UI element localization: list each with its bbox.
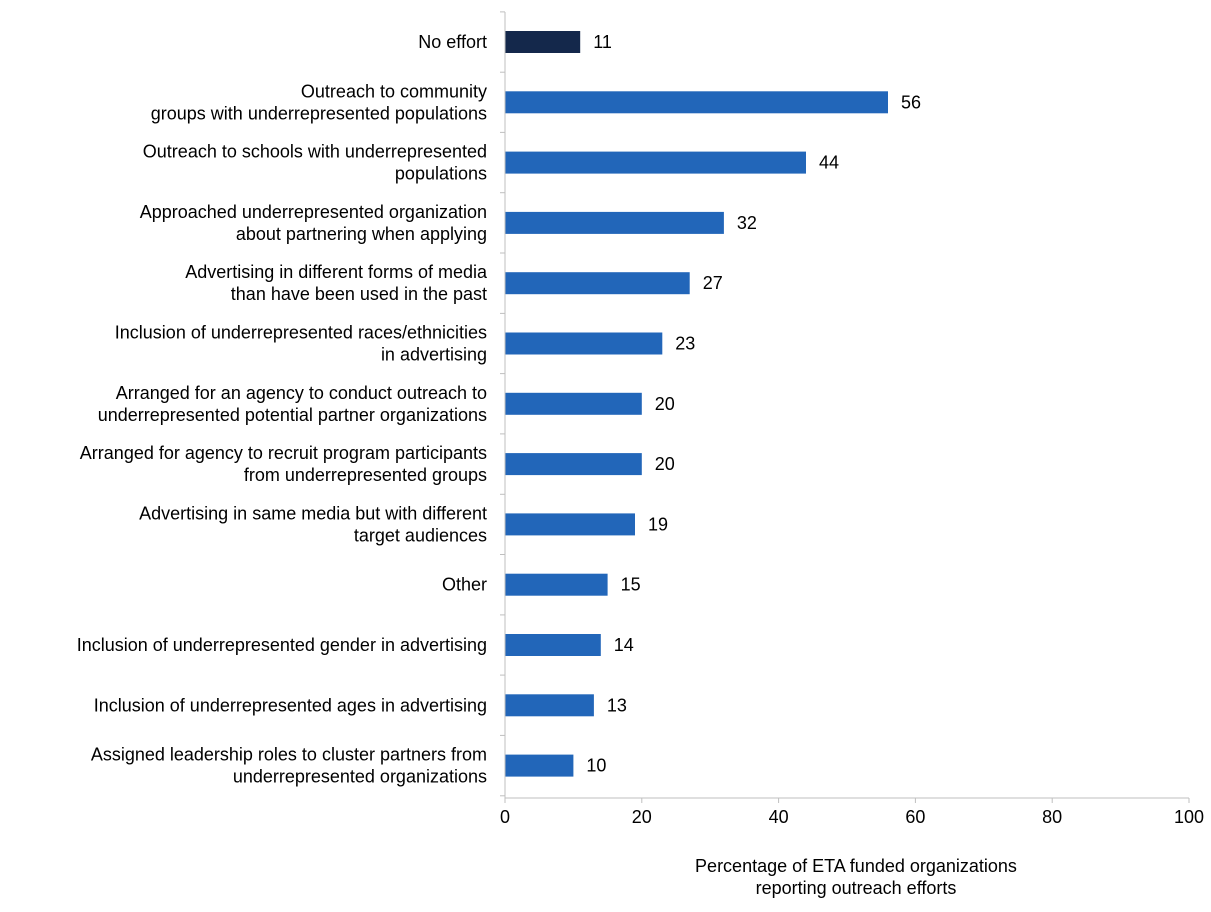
data-label: 20 bbox=[655, 454, 675, 474]
category-label: Advertising in same media but with diffe… bbox=[139, 503, 487, 523]
category-label: Inclusion of underrepresented gender in … bbox=[77, 635, 487, 655]
bar bbox=[505, 754, 574, 777]
x-axis-title: Percentage of ETA funded organizations re… bbox=[695, 856, 1017, 898]
data-label: 14 bbox=[614, 635, 634, 655]
data-label: 32 bbox=[737, 213, 757, 233]
category-label: underrepresented potential partner organ… bbox=[98, 405, 487, 425]
data-label: 56 bbox=[901, 92, 921, 112]
category-label: Arranged for agency to recruit program p… bbox=[80, 443, 487, 463]
category-label: Inclusion of underrepresented races/ethn… bbox=[115, 323, 487, 343]
category-label: Approached underrepresented organization bbox=[140, 202, 487, 222]
bars-layer bbox=[505, 31, 888, 777]
data-label: 13 bbox=[607, 695, 627, 715]
category-label: underrepresented organizations bbox=[233, 767, 487, 787]
bar bbox=[505, 91, 888, 114]
x-tick-label: 0 bbox=[500, 807, 510, 827]
data-label: 27 bbox=[703, 273, 723, 293]
bar bbox=[505, 211, 724, 234]
category-label: in advertising bbox=[381, 345, 487, 365]
x-tick-label: 40 bbox=[769, 807, 789, 827]
category-label: target audiences bbox=[354, 525, 487, 545]
data-label: 44 bbox=[819, 153, 839, 173]
bar bbox=[505, 332, 663, 355]
category-label: than have been used in the past bbox=[231, 284, 487, 304]
data-label: 19 bbox=[648, 514, 668, 534]
category-label: Outreach to schools with underrepresente… bbox=[143, 142, 487, 162]
bar bbox=[505, 513, 635, 536]
axes: 0 20 40 60 80 100 bbox=[500, 11, 1204, 827]
data-label: 15 bbox=[621, 575, 641, 595]
category-label: populations bbox=[395, 164, 487, 184]
category-label: Advertising in different forms of media bbox=[185, 262, 488, 282]
data-label: 11 bbox=[593, 32, 612, 52]
data-label: 23 bbox=[675, 334, 695, 354]
category-label: about partnering when applying bbox=[236, 224, 487, 244]
category-label: groups with underrepresented populations bbox=[151, 103, 487, 123]
bar bbox=[505, 31, 581, 53]
bar bbox=[505, 151, 806, 174]
value-labels: 11 56 44 32 27 23 20 20 19 15 14 13 10 bbox=[586, 32, 921, 776]
bar bbox=[505, 453, 642, 476]
category-label: Outreach to community bbox=[301, 81, 487, 101]
x-tick-label: 100 bbox=[1174, 807, 1204, 827]
x-axis-title-line: Percentage of ETA funded organizations bbox=[695, 856, 1017, 876]
category-label: from underrepresented groups bbox=[244, 465, 487, 485]
category-label: Assigned leadership roles to cluster par… bbox=[91, 745, 487, 765]
bar bbox=[505, 392, 642, 415]
category-label: Inclusion of underrepresented ages in ad… bbox=[94, 695, 487, 715]
x-tick-label: 80 bbox=[1042, 807, 1062, 827]
x-tick-label: 20 bbox=[632, 807, 652, 827]
bar bbox=[505, 634, 601, 656]
data-label: 10 bbox=[586, 756, 606, 776]
x-tick-label: 60 bbox=[905, 807, 925, 827]
category-label: Other bbox=[442, 575, 487, 595]
category-label: No effort bbox=[418, 32, 487, 52]
data-label: 20 bbox=[655, 394, 675, 414]
x-axis-title-line: reporting outreach efforts bbox=[756, 878, 957, 898]
bar bbox=[505, 573, 608, 596]
bar bbox=[505, 272, 690, 295]
bar bbox=[505, 694, 594, 717]
category-label: Arranged for an agency to conduct outrea… bbox=[116, 383, 487, 403]
